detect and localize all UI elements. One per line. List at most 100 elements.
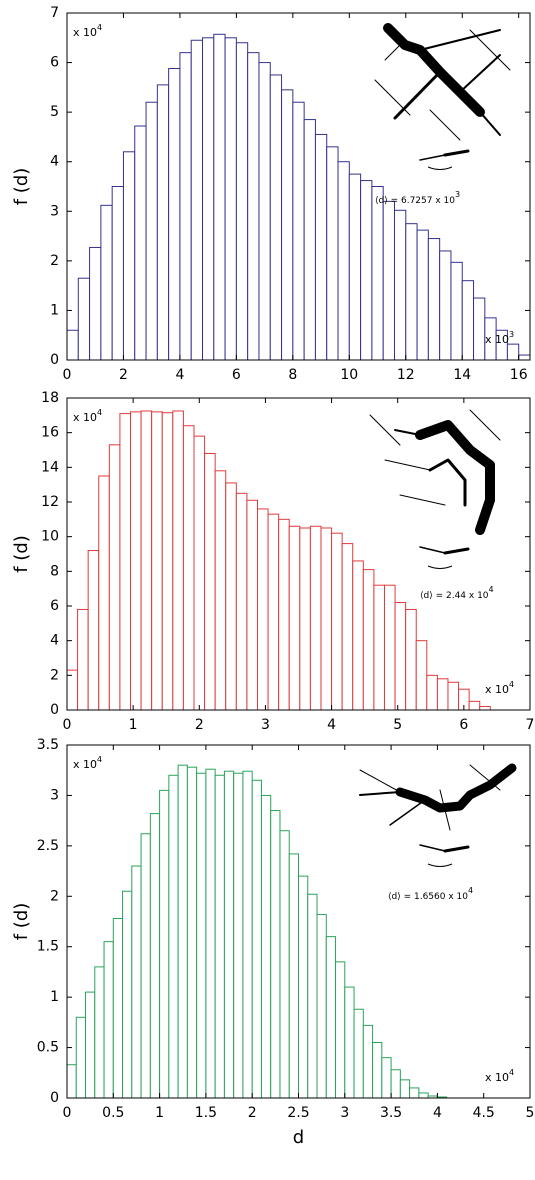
bar (224, 37, 237, 361)
bar (278, 518, 290, 711)
y-tick-label: 14 (41, 459, 59, 475)
y-tick-label: 7 (50, 5, 59, 21)
bar (193, 435, 206, 711)
bar (353, 1008, 364, 1099)
bar (344, 986, 355, 1099)
bar (461, 280, 475, 361)
bar (281, 89, 294, 361)
bar (151, 411, 163, 711)
bar (383, 584, 396, 711)
tree-icon (369, 409, 501, 569)
bar (256, 508, 269, 711)
bar (337, 161, 350, 361)
y-tick-label: 3.5 (37, 737, 59, 753)
mean-label: ⟨d⟩ = 2.44 x 104 (420, 585, 494, 601)
bar (288, 525, 301, 711)
x-tick-label: 2 (119, 367, 128, 383)
axes-box (66, 12, 531, 361)
y-multiplier-base: x 10 (73, 411, 97, 424)
y-multiplier-base: x 10 (73, 758, 97, 771)
bar (177, 764, 188, 1099)
bar (316, 913, 327, 1099)
bar (415, 640, 428, 711)
x-tick-label: 2.5 (287, 1105, 309, 1121)
bar (314, 133, 328, 361)
y-tick-label: 4 (50, 633, 59, 649)
x-tick-label: 0 (63, 1105, 72, 1121)
x-tick-label: 7 (526, 717, 535, 733)
y-multiplier-exponent: 4 (97, 23, 102, 32)
bar (159, 789, 170, 1099)
x-tick-label: 12 (397, 367, 415, 383)
bar (196, 772, 207, 1099)
mean-label-base: ⟨d⟩ = 1.6560 x 10 (388, 892, 468, 902)
bar (450, 261, 463, 361)
bar (371, 186, 384, 361)
bar (439, 250, 452, 361)
bar (270, 810, 281, 1099)
y-tick-label: 3 (50, 787, 59, 803)
x-multiplier-base: x 10 (485, 333, 509, 346)
x-tick-label: 0 (63, 367, 72, 383)
x-multiplier-exponent: 3 (509, 330, 514, 339)
bar (98, 475, 110, 711)
x-tick-label: 0 (63, 717, 72, 733)
bar (213, 33, 226, 361)
x-tick-label: 6 (232, 367, 241, 383)
bar (298, 875, 309, 1099)
bar (87, 550, 100, 711)
bar (427, 238, 441, 361)
tree-icon (359, 763, 517, 867)
bar (506, 343, 520, 361)
x-multiplier-base: x 10 (485, 1071, 509, 1084)
bar (479, 706, 491, 711)
x-tick-label: 14 (453, 367, 471, 383)
bar (161, 412, 174, 711)
y-multiplier: x 104 (73, 408, 102, 425)
x-tick-label: 4.5 (473, 1105, 495, 1121)
bar (416, 229, 429, 361)
bar (352, 560, 364, 711)
bar (360, 180, 373, 361)
bar (372, 1042, 383, 1099)
y-tick-label: 1 (50, 302, 59, 318)
bar (204, 452, 216, 711)
bar (309, 525, 322, 711)
bar (393, 209, 407, 361)
bar (242, 770, 253, 1099)
y-axis-label: f (d) (11, 903, 32, 941)
bar (331, 532, 343, 711)
bar (405, 608, 417, 711)
bar (320, 527, 333, 711)
bar (348, 173, 362, 361)
y-tick-label: 8 (50, 563, 59, 579)
bar (190, 39, 204, 361)
x-tick-label: 4 (327, 717, 336, 733)
bar (251, 779, 262, 1099)
bar (168, 68, 181, 361)
bar (436, 678, 449, 711)
bar (66, 1064, 77, 1099)
y-tick-label: 0 (50, 702, 59, 718)
x-tick-label: 4 (175, 367, 184, 383)
bar (473, 297, 486, 361)
x-multiplier: x 104 (485, 1068, 514, 1085)
bar (341, 543, 354, 711)
x-tick-label: 2 (195, 717, 204, 733)
bar (85, 991, 96, 1099)
bar (108, 444, 121, 711)
y-tick-label: 0 (50, 352, 59, 368)
mean-label-base: ⟨d⟩ = 2.44 x 10 (420, 591, 489, 601)
bar (382, 200, 395, 361)
bar (186, 766, 198, 1099)
bar (235, 492, 248, 711)
bar (260, 794, 272, 1099)
bar (362, 1024, 374, 1099)
y-tick-label: 10 (41, 529, 59, 545)
mean-label-base: ⟨d⟩ = 6.7257 x 10 (375, 196, 455, 206)
x-tick-label: 1 (129, 717, 138, 733)
bar (299, 527, 311, 711)
mean-label-exponent: 3 (455, 190, 460, 199)
x-tick-label: 0.5 (102, 1105, 124, 1121)
bar (279, 830, 290, 1099)
